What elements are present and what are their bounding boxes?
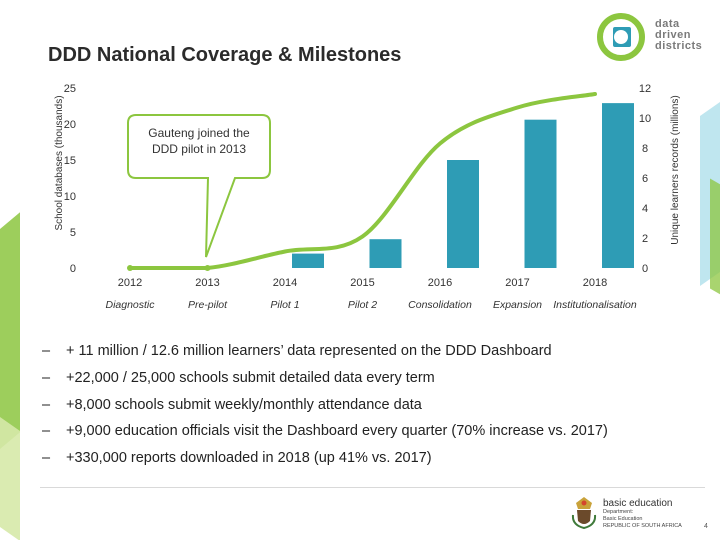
y2-tick-label: 0 bbox=[642, 263, 648, 275]
y-tick-label: 0 bbox=[70, 263, 76, 275]
y2-tick-label: 6 bbox=[642, 173, 648, 185]
bar bbox=[292, 253, 324, 268]
x-tick-label: 2013 bbox=[195, 277, 219, 289]
gauteng-callout: Gauteng joined the DDD pilot in 2013 bbox=[127, 114, 271, 258]
y2-tick-label: 2 bbox=[642, 233, 648, 245]
callout-bubble bbox=[127, 114, 271, 258]
bullet-item: +22,000 / 25,000 schools submit detailed… bbox=[42, 365, 702, 392]
y-tick-label: 15 bbox=[64, 155, 76, 167]
y-axis-label: School databases (thousands) bbox=[54, 95, 65, 230]
y-tick-label: 20 bbox=[64, 119, 76, 131]
ddd-logo: data driven districts bbox=[597, 13, 707, 63]
footer-divider bbox=[40, 487, 705, 488]
page-number: 4 bbox=[704, 523, 708, 530]
callout-text: Gauteng joined the bbox=[148, 126, 250, 140]
stage-label: Pre-pilot bbox=[188, 299, 228, 311]
be-logo-line: Basic Education bbox=[603, 516, 643, 522]
y-tick-label: 5 bbox=[70, 227, 76, 239]
y2-tick-label: 8 bbox=[642, 143, 648, 155]
basic-education-logo: basic education Department: Basic Educat… bbox=[570, 495, 700, 535]
ddd-logo-text: data driven districts bbox=[655, 19, 715, 52]
x-axis-ticks: 2012 2013 2014 2015 2016 2017 2018 bbox=[118, 277, 607, 289]
line-point bbox=[127, 265, 133, 271]
line-series bbox=[127, 92, 597, 271]
y-tick-label: 25 bbox=[64, 83, 76, 95]
stage-labels: Diagnostic Pre-pilot Pilot 1 Pilot 2 Consoli… bbox=[105, 299, 636, 311]
ddd-logo-line: data bbox=[655, 18, 680, 30]
y2-tick-label: 4 bbox=[642, 203, 648, 215]
coverage-chart: School databases (thousands) Unique lear… bbox=[54, 83, 681, 311]
stage-label: Expansion bbox=[493, 299, 542, 311]
slide-title: DDD National Coverage & Milestones bbox=[48, 44, 402, 66]
stage-label: Pilot 2 bbox=[348, 299, 377, 311]
y2-axis-label: Unique learners records (millions) bbox=[670, 95, 681, 245]
bullet-item: + 11 million / 12.6 million learners’ da… bbox=[42, 338, 702, 365]
be-logo-line: Department: bbox=[603, 509, 634, 515]
x-tick-label: 2016 bbox=[428, 277, 452, 289]
ddd-logo-line: districts bbox=[655, 40, 703, 52]
be-logo-line: REPUBLIC OF SOUTH AFRICA bbox=[603, 523, 682, 529]
bullet-item: +8,000 schools submit weekly/monthly att… bbox=[42, 392, 702, 419]
y2-tick-label: 10 bbox=[639, 113, 651, 125]
line-point bbox=[204, 265, 211, 271]
bar bbox=[447, 160, 479, 268]
bar-series bbox=[292, 103, 634, 269]
stage-label: Consolidation bbox=[408, 299, 472, 311]
milestone-bullets: + 11 million / 12.6 million learners’ da… bbox=[42, 338, 702, 472]
stage-label: Pilot 1 bbox=[270, 299, 299, 311]
bar bbox=[602, 103, 634, 269]
x-tick-label: 2015 bbox=[350, 277, 374, 289]
x-tick-label: 2017 bbox=[505, 277, 529, 289]
x-tick-label: 2018 bbox=[583, 277, 607, 289]
be-logo-title: basic education bbox=[603, 498, 673, 509]
x-tick-label: 2014 bbox=[273, 277, 297, 289]
coat-of-arms-icon bbox=[571, 497, 597, 529]
x-tick-label: 2012 bbox=[118, 277, 142, 289]
bullet-item: +330,000 reports downloaded in 2018 (up … bbox=[42, 445, 702, 472]
bullet-item: +9,000 education officials visit the Das… bbox=[42, 418, 702, 445]
ddd-logo-line: driven bbox=[655, 29, 692, 41]
stage-label: Diagnostic bbox=[105, 299, 155, 311]
bar bbox=[524, 119, 557, 269]
callout-text: DDD pilot in 2013 bbox=[152, 142, 246, 156]
bar bbox=[369, 239, 402, 268]
y2-tick-label: 12 bbox=[639, 83, 651, 95]
stage-label: Institutionalisation bbox=[553, 299, 637, 311]
y-axis-ticks: 0 5 10 15 20 25 bbox=[64, 83, 76, 275]
y2-axis-ticks: 0 2 4 6 8 10 12 bbox=[639, 83, 651, 275]
y-tick-label: 10 bbox=[64, 191, 76, 203]
ddd-logo-mark-icon bbox=[597, 13, 645, 61]
